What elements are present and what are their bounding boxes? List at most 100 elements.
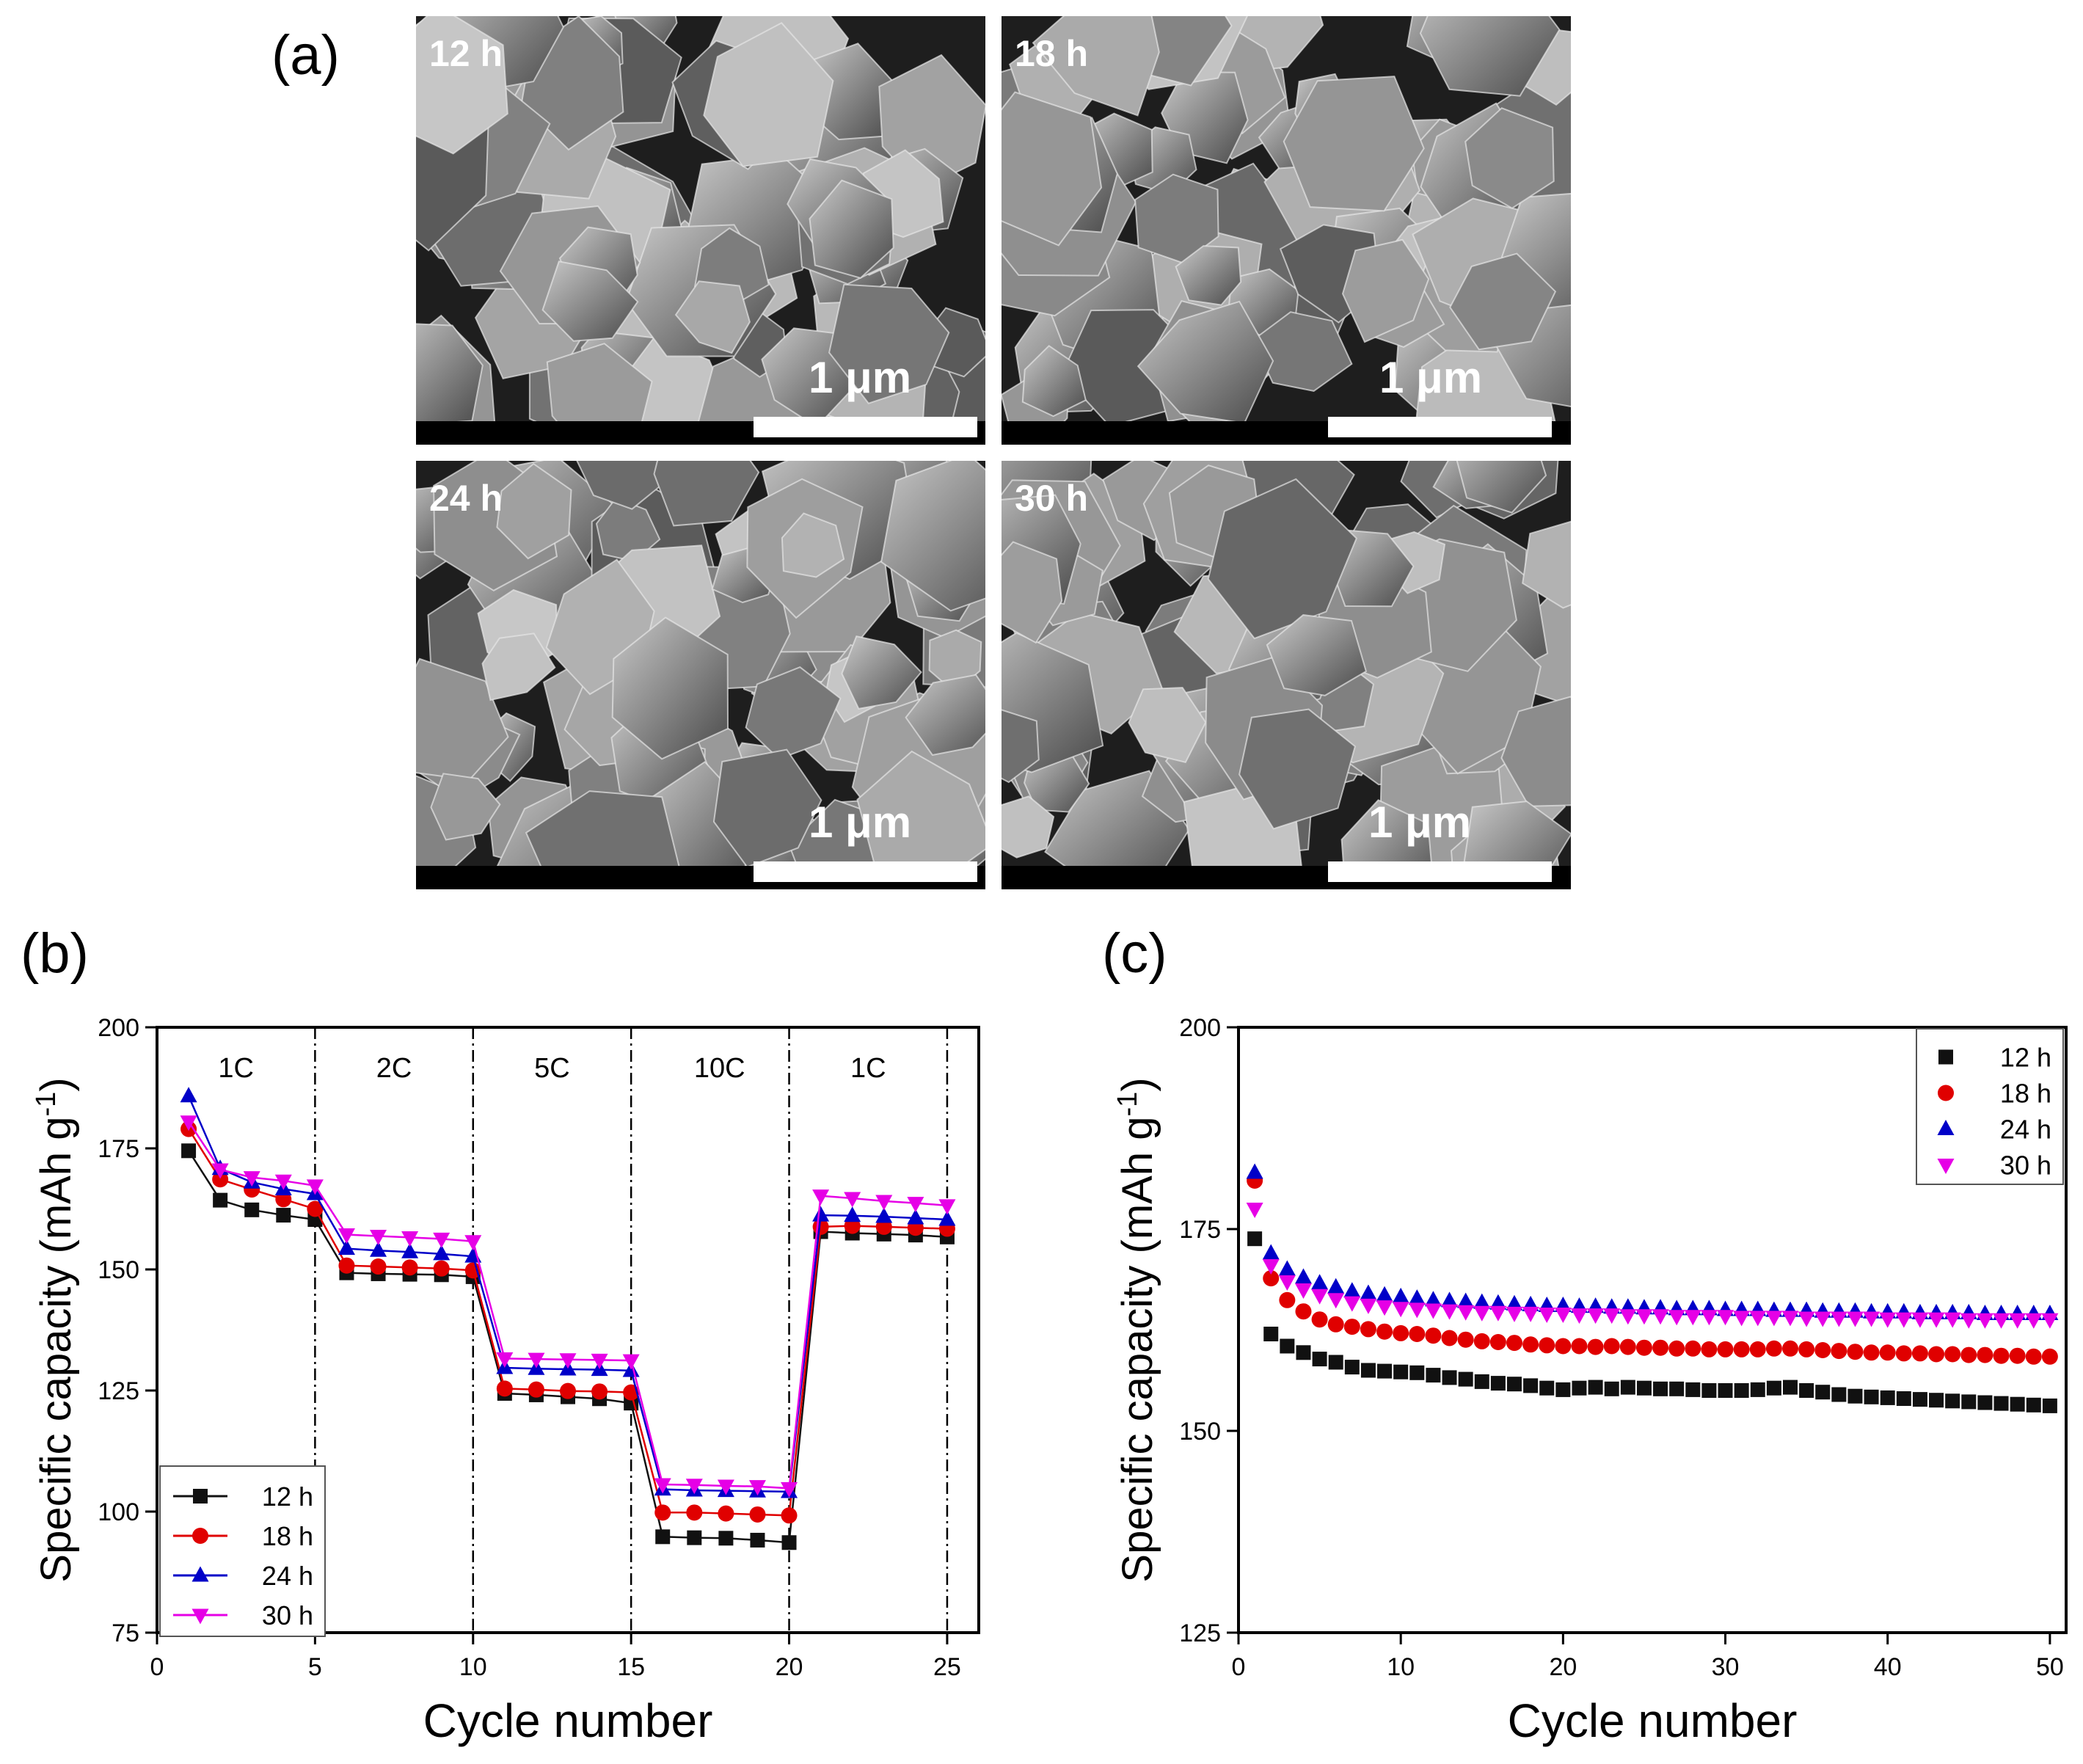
sem-image-24h: 24 h 1 μm <box>416 461 985 889</box>
data-point <box>1619 1309 1637 1325</box>
data-point <box>2042 1398 2057 1413</box>
data-point <box>1927 1312 1945 1328</box>
data-point <box>1635 1339 1652 1356</box>
sem-grain <box>703 22 834 167</box>
data-point <box>1977 1395 1993 1410</box>
data-point <box>1555 1382 1571 1397</box>
data-point <box>1539 1380 1555 1396</box>
sem-grain <box>828 283 950 404</box>
sem-time-label: 12 h <box>429 33 503 74</box>
data-point <box>1523 1378 1539 1393</box>
data-point <box>191 1608 209 1625</box>
data-point <box>1749 1341 1766 1357</box>
data-point <box>433 1232 450 1248</box>
data-point <box>1620 1380 1635 1395</box>
data-point <box>1393 1364 1409 1380</box>
data-point <box>750 1532 765 1548</box>
x-tick-label: 15 <box>617 1653 645 1681</box>
data-point <box>1960 1346 1977 1363</box>
data-point <box>1717 1310 1734 1326</box>
sem-grain <box>1002 91 1103 247</box>
data-point <box>180 1087 197 1103</box>
data-point <box>1473 1305 1491 1322</box>
data-point <box>180 1115 197 1131</box>
sem-grain <box>841 635 922 710</box>
data-point <box>875 1195 893 1211</box>
data-point <box>1408 1289 1426 1305</box>
sem-grain <box>430 773 501 841</box>
sem-grain <box>880 461 985 612</box>
sem-grain <box>416 657 509 781</box>
sem-grain <box>905 674 985 757</box>
data-point <box>1263 1327 1279 1341</box>
data-point <box>1879 1344 1896 1361</box>
sem-grain <box>781 512 845 578</box>
data-point <box>1262 1259 1280 1275</box>
series-18h <box>180 1120 955 1524</box>
data-point <box>1376 1286 1393 1302</box>
data-point <box>401 1242 419 1258</box>
data-point <box>2010 1396 2025 1412</box>
y-tick-label: 175 <box>1179 1216 1221 1244</box>
x-tick-label: 20 <box>776 1653 803 1681</box>
data-point <box>938 1199 956 1215</box>
data-point <box>1668 1310 1685 1326</box>
data-point <box>1928 1346 1945 1363</box>
data-point <box>193 1489 208 1504</box>
data-point <box>1636 1380 1652 1396</box>
data-point <box>1847 1344 1864 1360</box>
data-point <box>1976 1313 1993 1329</box>
data-point <box>1311 1274 1329 1290</box>
data-point <box>1944 1312 1961 1328</box>
data-point <box>1344 1360 1360 1375</box>
sem-grain <box>1341 238 1430 343</box>
sem-image-18h: 18 h 1 μm <box>1002 16 1571 445</box>
series-12h <box>1247 1231 2057 1413</box>
data-point <box>1799 1383 1814 1398</box>
data-point <box>1441 1304 1459 1320</box>
data-point <box>907 1209 924 1225</box>
y-tick-label: 125 <box>98 1377 139 1405</box>
data-point <box>1733 1311 1751 1327</box>
data-point <box>212 1171 229 1188</box>
data-point <box>1247 1231 1263 1247</box>
data-point <box>654 1478 671 1494</box>
data-point <box>464 1235 482 1251</box>
data-point <box>1377 1363 1393 1379</box>
legend <box>159 1465 326 1637</box>
x-tick-label: 0 <box>1232 1653 1246 1681</box>
data-point <box>1993 1396 2009 1411</box>
data-point <box>1864 1389 1879 1404</box>
data-point <box>1538 1308 1555 1323</box>
data-point <box>1895 1312 1913 1328</box>
data-point <box>1847 1388 1863 1404</box>
data-point <box>1360 1298 1377 1314</box>
data-point <box>1937 1159 1955 1174</box>
data-point <box>1392 1287 1409 1303</box>
data-point <box>1937 1120 1955 1135</box>
data-point <box>1798 1341 1815 1357</box>
data-point <box>1489 1305 1507 1322</box>
data-point <box>1619 1338 1636 1355</box>
data-point <box>338 1239 355 1255</box>
data-point <box>1376 1300 1393 1316</box>
data-point <box>1701 1341 1718 1357</box>
data-point <box>1896 1391 1911 1406</box>
data-point <box>1555 1338 1572 1355</box>
data-point <box>655 1529 671 1545</box>
data-point <box>1506 1294 1523 1311</box>
data-point <box>1263 1270 1280 1287</box>
data-point <box>685 1479 703 1495</box>
data-point <box>1572 1380 1587 1396</box>
sem-grain <box>1002 709 1040 784</box>
sem-micrograph <box>416 461 985 889</box>
data-point <box>1360 1363 1376 1378</box>
data-point <box>1360 1284 1377 1300</box>
sem-grain <box>1464 107 1555 209</box>
rate-label: 2C <box>376 1053 412 1084</box>
scale-bar-label: 1 μm <box>809 798 912 847</box>
x-tick-label: 30 <box>1712 1653 1740 1681</box>
series-30h <box>180 1115 956 1498</box>
data-point <box>2041 1348 2058 1365</box>
data-point <box>1295 1303 1312 1320</box>
